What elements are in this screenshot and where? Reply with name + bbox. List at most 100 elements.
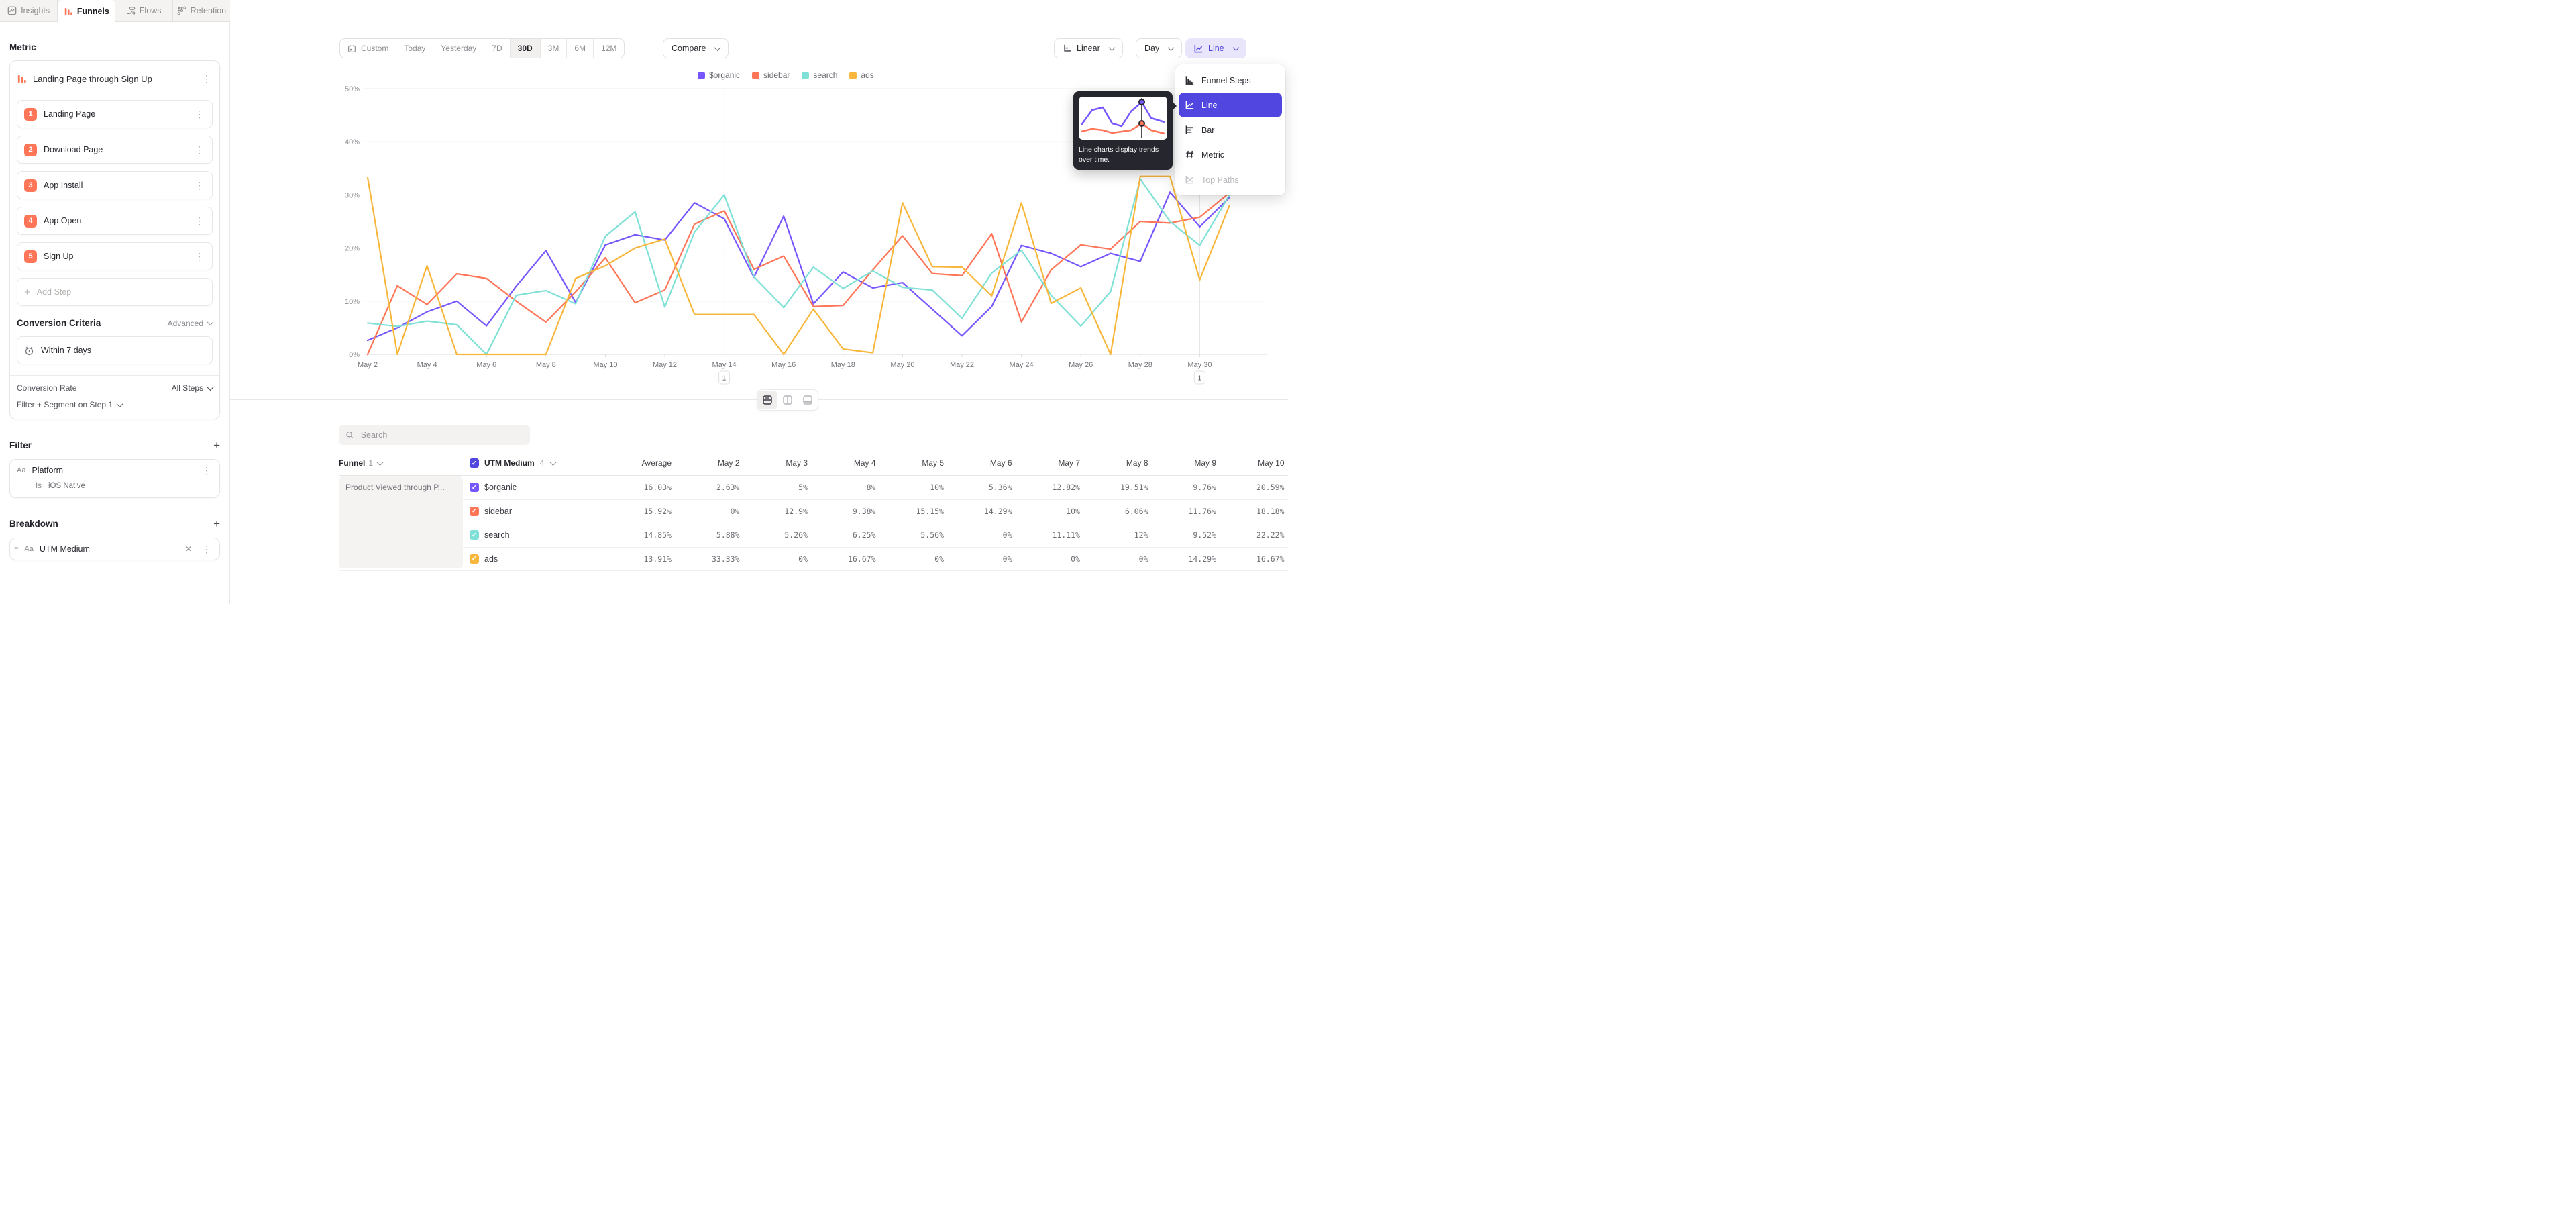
funnel-cell[interactable]: Product Viewed through P... bbox=[339, 476, 463, 568]
cell-value: 6.06% bbox=[1080, 507, 1148, 516]
step-kebab-icon[interactable]: ⋮ bbox=[193, 109, 205, 119]
breakdown-kebab-icon[interactable]: ⋮ bbox=[201, 544, 213, 554]
table-row[interactable]: ✓ $organic 16.03% 2.63% 5% 8% 10% 5.36% … bbox=[339, 476, 1288, 500]
add-filter-button[interactable]: + bbox=[213, 440, 220, 451]
funnel-step-2[interactable]: 2 Download Page ⋮ bbox=[17, 136, 213, 164]
funnel-step-4[interactable]: 4 App Open ⋮ bbox=[17, 207, 213, 235]
menu-item-top-paths[interactable]: Top Paths bbox=[1179, 167, 1282, 192]
svg-text:May 8: May 8 bbox=[536, 361, 556, 369]
drag-handle-icon[interactable]: ≡ bbox=[14, 545, 18, 553]
range-6m[interactable]: 6M bbox=[567, 39, 594, 58]
step-number-badge: 4 bbox=[24, 215, 37, 228]
filter-kebab-icon[interactable]: ⋮ bbox=[201, 466, 213, 475]
range-12m[interactable]: 12M bbox=[594, 39, 624, 58]
menu-item-line[interactable]: Line bbox=[1179, 93, 1282, 117]
range-today[interactable]: Today bbox=[396, 39, 433, 58]
average-column-header[interactable]: Average bbox=[590, 458, 672, 468]
range-yesterday[interactable]: Yesterday bbox=[433, 39, 484, 58]
svg-text:May 12: May 12 bbox=[653, 361, 677, 369]
range-label: 7D bbox=[492, 44, 502, 53]
add-step-button[interactable]: + Add Step bbox=[17, 278, 213, 306]
table-row[interactable]: ✓ sidebar 15.92% 0% 12.9% 9.38% 15.15% 1… bbox=[339, 500, 1288, 524]
line-chart-icon bbox=[1185, 100, 1195, 110]
step-kebab-icon[interactable]: ⋮ bbox=[193, 181, 205, 190]
layout-toggle-group bbox=[757, 389, 818, 411]
step-kebab-icon[interactable]: ⋮ bbox=[193, 252, 205, 261]
step-number-badge: 5 bbox=[24, 250, 37, 263]
cell-value: 5.56% bbox=[876, 530, 945, 540]
interval-dropdown[interactable]: Day bbox=[1136, 38, 1182, 58]
step-number-badge: 2 bbox=[24, 144, 37, 156]
table-row[interactable]: ✓ ads 13.91% 33.33% 0% 16.67% 0% 0% 0% 0… bbox=[339, 548, 1288, 572]
row-checkbox[interactable]: ✓ bbox=[470, 483, 479, 492]
menu-item-metric[interactable]: Metric bbox=[1179, 142, 1282, 167]
filter-operator[interactable]: Is bbox=[36, 482, 42, 490]
layout-split-vertical-button[interactable] bbox=[777, 391, 798, 409]
segment-name: search bbox=[484, 530, 510, 540]
filter-segment-dropdown[interactable]: Filter + Segment on Step 1 bbox=[17, 400, 213, 419]
funnel-column-header[interactable]: Funnel 1 bbox=[339, 458, 470, 468]
menu-item-bar[interactable]: Bar bbox=[1179, 117, 1282, 142]
add-breakdown-button[interactable]: + bbox=[213, 518, 220, 530]
step-kebab-icon[interactable]: ⋮ bbox=[193, 145, 205, 154]
metric-title-row[interactable]: Landing Page through Sign Up ⋮ bbox=[17, 68, 213, 89]
cell-value: 0% bbox=[944, 530, 1012, 540]
range-30d[interactable]: 30D bbox=[511, 39, 541, 58]
row-checkbox[interactable]: ✓ bbox=[470, 530, 479, 540]
tab-retention[interactable]: Retention bbox=[173, 0, 230, 21]
row-checkbox[interactable]: ✓ bbox=[470, 507, 479, 516]
filter-property-row[interactable]: Aa Platform ⋮ bbox=[17, 466, 213, 475]
chart-type-dropdown[interactable]: Line bbox=[1185, 38, 1246, 58]
tab-insights[interactable]: Insights bbox=[0, 0, 58, 21]
cell-value: 22.22% bbox=[1216, 530, 1285, 540]
filter-value[interactable]: iOS Native bbox=[48, 482, 85, 490]
step-label: App Install bbox=[44, 181, 186, 190]
layout-bottom-panel-button[interactable] bbox=[798, 391, 818, 409]
day-column-header[interactable]: May 3 bbox=[740, 458, 808, 468]
all-steps-dropdown[interactable]: All Steps bbox=[172, 383, 213, 393]
conversion-criteria-heading: Conversion Criteria bbox=[17, 318, 101, 328]
advanced-dropdown[interactable]: Advanced bbox=[168, 319, 213, 328]
day-column-header[interactable]: May 8 bbox=[1080, 458, 1148, 468]
day-column-header[interactable]: May 4 bbox=[808, 458, 876, 468]
tab-flows[interactable]: Flows bbox=[115, 0, 173, 21]
select-all-checkbox[interactable]: ✓ bbox=[470, 458, 479, 468]
range-label: 30D bbox=[518, 44, 533, 53]
step-kebab-icon[interactable]: ⋮ bbox=[193, 216, 205, 225]
breakdown-column-header[interactable]: ✓ UTM Medium 4 bbox=[470, 458, 590, 468]
filter-segment-label: Filter + Segment on Step 1 bbox=[17, 400, 113, 409]
calendar-icon bbox=[347, 44, 356, 53]
funnel-step-1[interactable]: 1 Landing Page ⋮ bbox=[17, 100, 213, 128]
search-input[interactable] bbox=[360, 430, 523, 440]
day-column-header[interactable]: May 6 bbox=[944, 458, 1012, 468]
day-column-header[interactable]: May 9 bbox=[1148, 458, 1217, 468]
day-column-header[interactable]: May 5 bbox=[876, 458, 945, 468]
table-row[interactable]: ✓ search 14.85% 5.88% 5.26% 6.25% 5.56% … bbox=[339, 523, 1288, 548]
range-3m[interactable]: 3M bbox=[541, 39, 568, 58]
scale-dropdown[interactable]: Linear bbox=[1054, 38, 1123, 58]
funnel-step-3[interactable]: 3 App Install ⋮ bbox=[17, 171, 213, 199]
chevron-down-icon bbox=[207, 384, 214, 391]
breakdown-property-row[interactable]: ≡ Aa UTM Medium ✕ ⋮ bbox=[17, 544, 213, 554]
tab-label: Insights bbox=[21, 6, 50, 15]
row-checkbox[interactable]: ✓ bbox=[470, 554, 479, 564]
range-label: Yesterday bbox=[441, 44, 476, 53]
tab-funnels[interactable]: Funnels bbox=[58, 0, 115, 22]
funnel-step-5[interactable]: 5 Sign Up ⋮ bbox=[17, 242, 213, 270]
metric-kebab-icon[interactable]: ⋮ bbox=[201, 74, 213, 83]
compare-button[interactable]: Compare bbox=[663, 38, 729, 58]
cell-value: 8% bbox=[808, 483, 876, 492]
conversion-window-button[interactable]: Within 7 days bbox=[17, 336, 213, 364]
add-step-label: Add Step bbox=[37, 287, 205, 297]
cell-value: 18.18% bbox=[1216, 507, 1285, 516]
layout-split-horizontal-button[interactable] bbox=[757, 391, 777, 409]
day-column-header[interactable]: May 2 bbox=[672, 458, 740, 468]
range-7d[interactable]: 7D bbox=[484, 39, 510, 58]
cell-value: 0% bbox=[876, 554, 945, 564]
remove-breakdown-icon[interactable]: ✕ bbox=[185, 544, 192, 554]
day-column-header[interactable]: May 7 bbox=[1012, 458, 1081, 468]
menu-item-funnel-steps[interactable]: Funnel Steps bbox=[1179, 68, 1282, 93]
day-column-header[interactable]: May 10 bbox=[1216, 458, 1285, 468]
cell-value: 10% bbox=[876, 483, 945, 492]
range-custom[interactable]: Custom bbox=[340, 39, 396, 58]
